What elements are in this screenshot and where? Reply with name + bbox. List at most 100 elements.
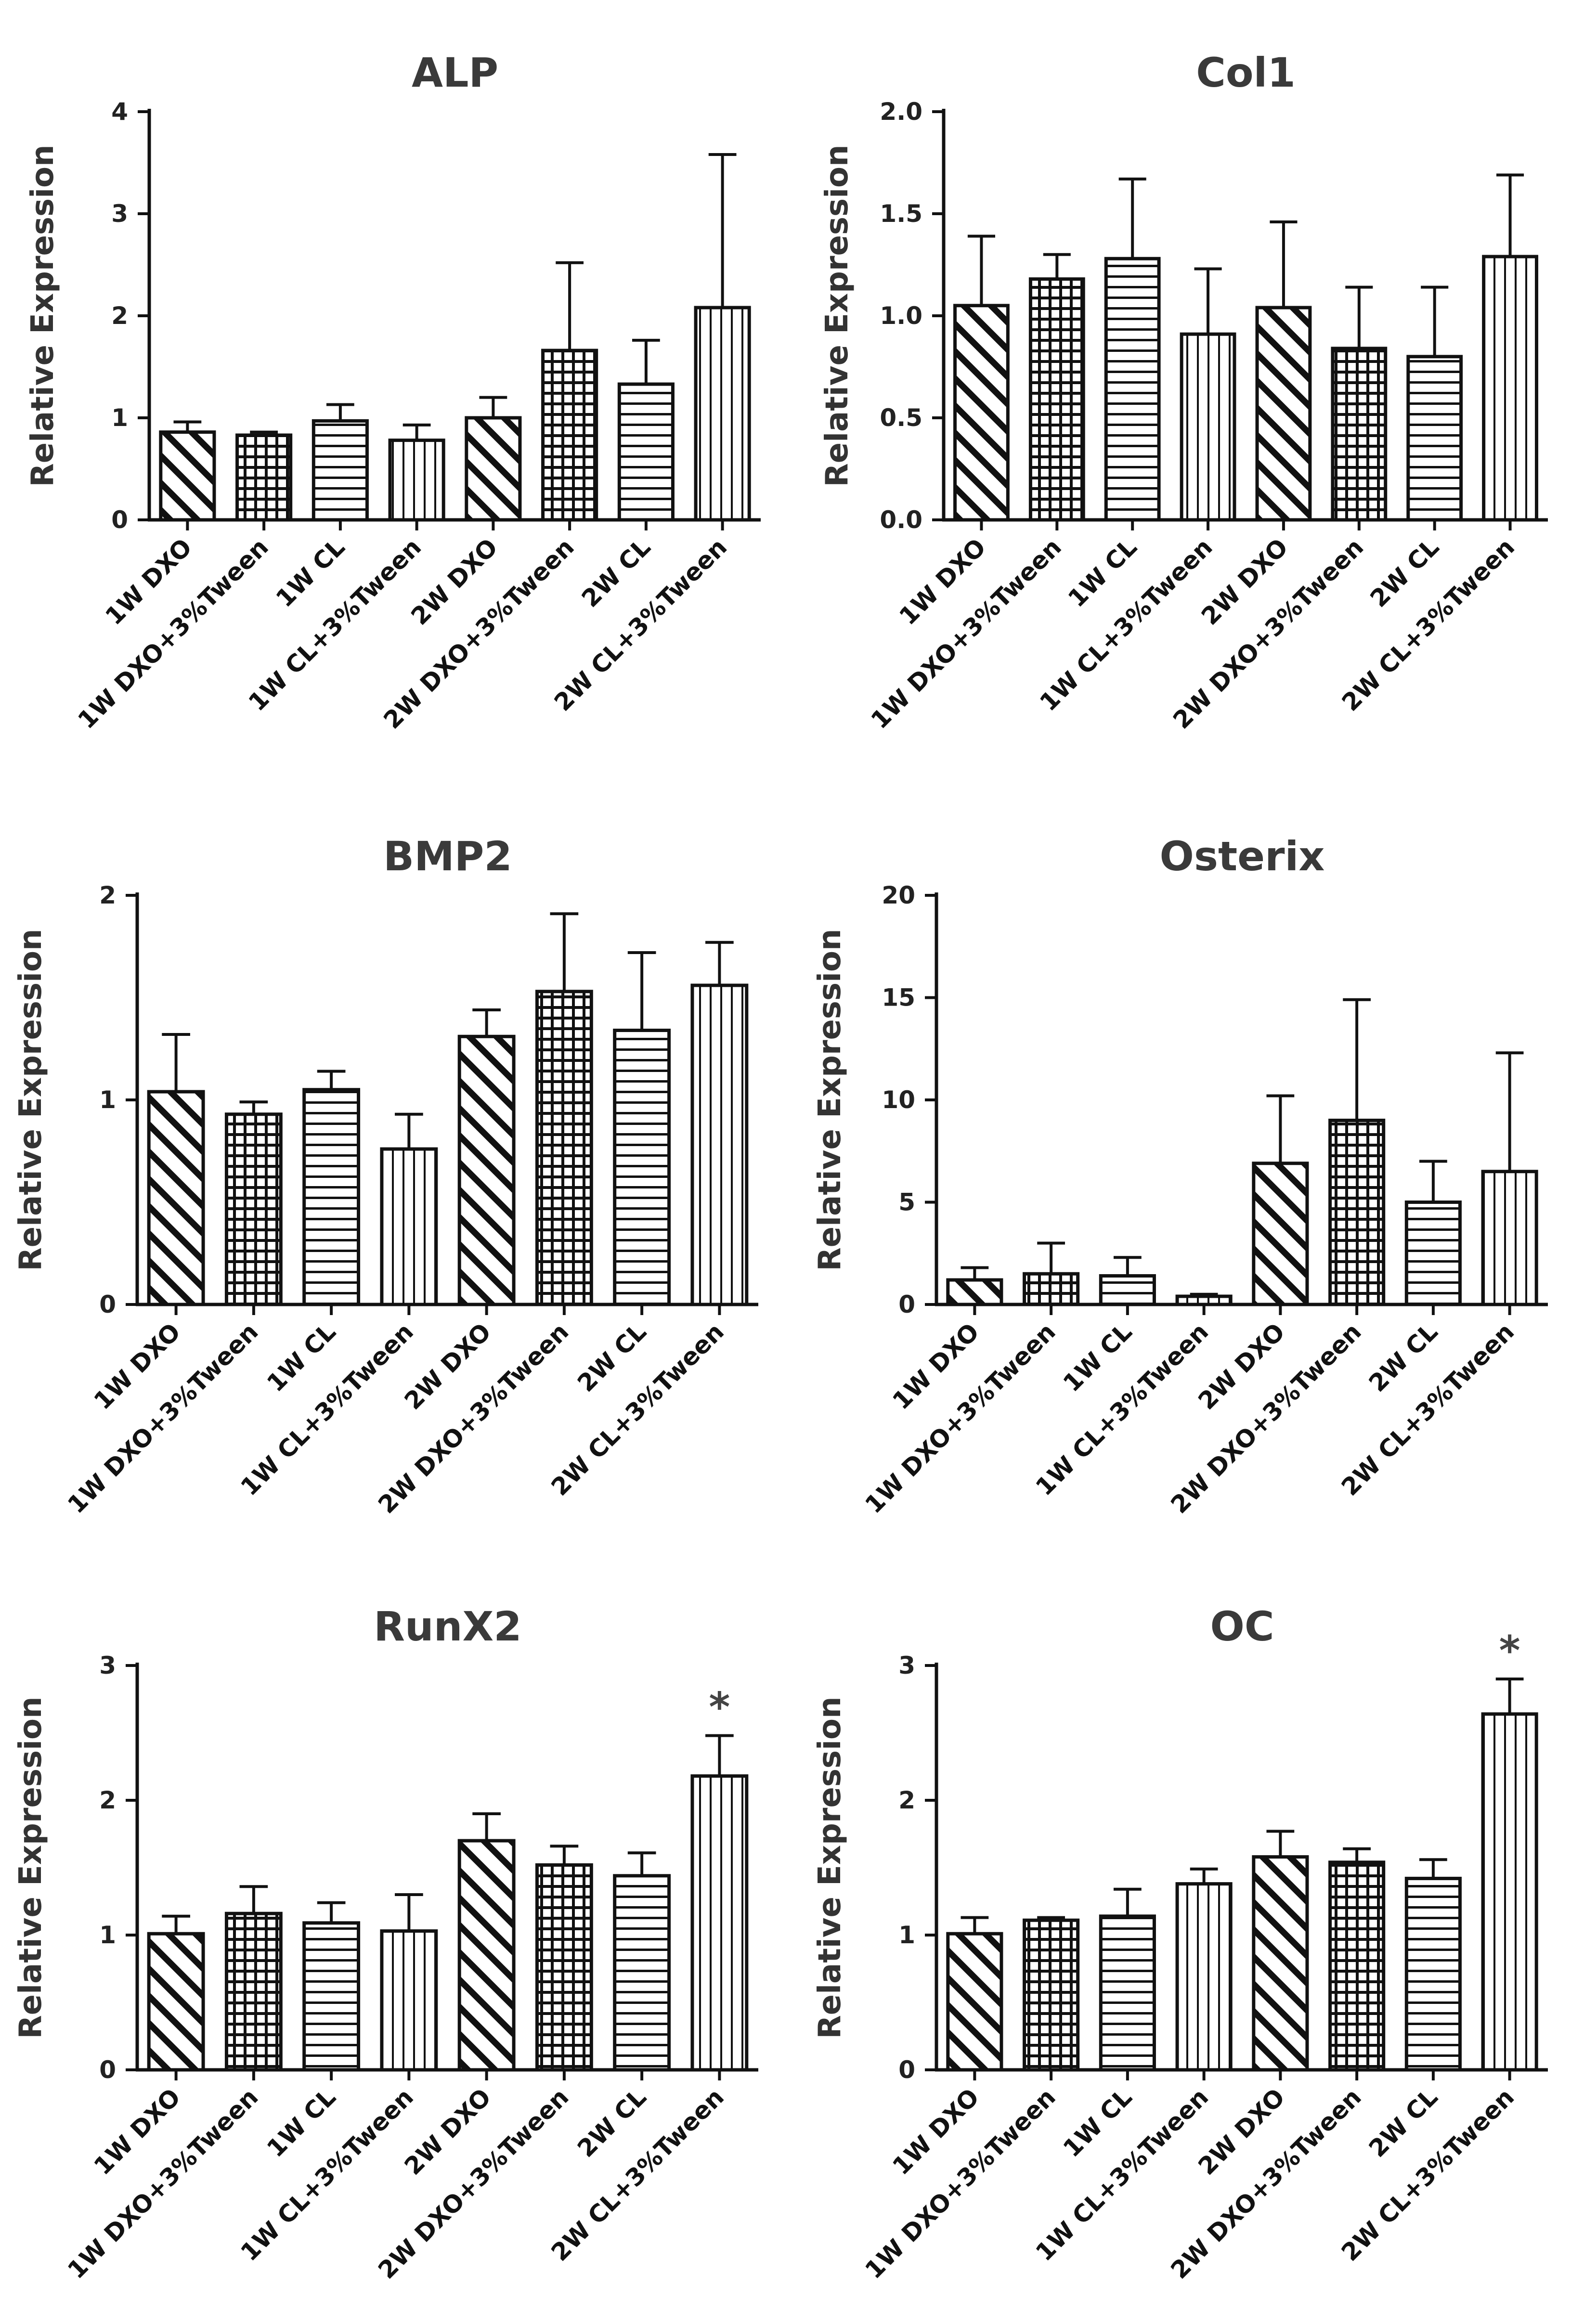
bar <box>946 1932 1003 2072</box>
y-axis-label: Relative Expression <box>25 144 61 487</box>
chart-title: RunX2 <box>374 1603 522 1650</box>
bar <box>541 349 598 522</box>
chart-title: OC <box>1210 1603 1274 1650</box>
bar <box>1331 347 1388 522</box>
y-tick-label: 0 <box>111 506 128 534</box>
bar <box>946 1278 1003 1306</box>
bar <box>535 1863 593 2072</box>
y-tick-label: 3 <box>99 1652 116 1679</box>
bar <box>302 1921 361 2072</box>
y-tick-label: 1 <box>99 1921 116 1949</box>
bar <box>1023 1272 1080 1306</box>
bar <box>1028 277 1085 522</box>
bar <box>224 1112 283 1306</box>
bar <box>694 306 751 522</box>
y-tick-label: 0 <box>99 2056 116 2084</box>
bar <box>535 990 593 1306</box>
bar <box>1099 1914 1156 2072</box>
y-tick-label: 3 <box>898 1652 915 1679</box>
bar <box>147 1932 205 2072</box>
category-label: 2W CL <box>1363 2083 1443 2162</box>
bar <box>388 439 445 522</box>
category-label: 1W CL <box>261 2083 341 2162</box>
bar <box>690 1774 749 2072</box>
bar <box>690 983 749 1306</box>
bar <box>1404 1876 1462 2072</box>
bar <box>1482 255 1538 522</box>
bar <box>1481 1712 1538 2072</box>
bar <box>1406 355 1463 522</box>
category-label: 2W CL <box>572 2083 651 2162</box>
bar <box>1328 1119 1386 1306</box>
bar <box>302 1088 361 1306</box>
y-tick-label: 2 <box>99 1786 116 1814</box>
bar <box>159 430 216 522</box>
y-tick-label: 0 <box>898 2056 915 2084</box>
y-tick-label: 2 <box>99 881 116 909</box>
y-tick-label: 2 <box>111 302 128 330</box>
bar <box>1252 1855 1309 2072</box>
bar <box>457 1839 516 2072</box>
bar <box>613 1874 671 2072</box>
bar <box>147 1090 205 1306</box>
y-axis-label: Relative Expression <box>13 929 49 1271</box>
chart-title: Col1 <box>1196 49 1296 96</box>
category-label: 2W CL <box>1363 1317 1443 1397</box>
bar <box>1255 306 1312 522</box>
y-axis-label: Relative Expression <box>812 929 848 1271</box>
bar <box>1404 1201 1462 1306</box>
y-tick-label: 0 <box>99 1291 116 1318</box>
y-tick-label: 2 <box>898 1786 915 1814</box>
y-tick-label: 15 <box>882 984 915 1012</box>
category-label: 1W CL <box>271 533 350 612</box>
category-label: 1W CL <box>261 1317 341 1397</box>
y-tick-label: 1 <box>898 1921 915 1949</box>
y-axis-label: Relative Expression <box>812 1696 848 2039</box>
bar <box>1252 1162 1309 1306</box>
bar <box>1023 1918 1080 2072</box>
bar <box>235 433 293 522</box>
bar <box>1180 332 1236 522</box>
y-axis-label: Relative Expression <box>13 1696 49 2039</box>
bar <box>953 304 1010 522</box>
bar <box>380 1929 438 2072</box>
bar <box>465 416 522 522</box>
category-label: 2W CL <box>572 1317 651 1397</box>
y-tick-label: 5 <box>898 1188 915 1216</box>
bar <box>1481 1170 1538 1306</box>
chart-title: Osterix <box>1160 833 1325 880</box>
y-tick-label: 2.0 <box>880 98 922 126</box>
chart-title: ALP <box>412 49 498 96</box>
y-tick-label: 1.0 <box>880 302 922 330</box>
y-tick-label: 10 <box>882 1086 915 1114</box>
bar <box>1099 1274 1156 1306</box>
bar <box>613 1029 671 1306</box>
bar <box>1175 1294 1233 1306</box>
significance-marker: * <box>709 1684 730 1731</box>
category-label: 2W CL <box>576 533 656 612</box>
y-tick-label: 0.0 <box>880 506 922 534</box>
y-tick-label: 4 <box>111 98 128 126</box>
bar <box>617 382 675 522</box>
chart-title: BMP2 <box>383 833 512 880</box>
category-label: 1W CL <box>1058 2083 1137 2162</box>
y-tick-label: 0.5 <box>880 404 922 432</box>
bar <box>1104 257 1161 522</box>
bar <box>457 1034 516 1306</box>
y-tick-label: 1 <box>99 1086 116 1114</box>
y-tick-label: 1.5 <box>880 200 922 228</box>
bar <box>312 419 369 522</box>
bar <box>1328 1860 1386 2072</box>
y-tick-label: 3 <box>111 200 128 228</box>
significance-marker: * <box>1499 1627 1520 1674</box>
bar <box>380 1147 438 1306</box>
y-axis-label: Relative Expression <box>819 144 855 487</box>
y-tick-label: 20 <box>882 881 915 909</box>
